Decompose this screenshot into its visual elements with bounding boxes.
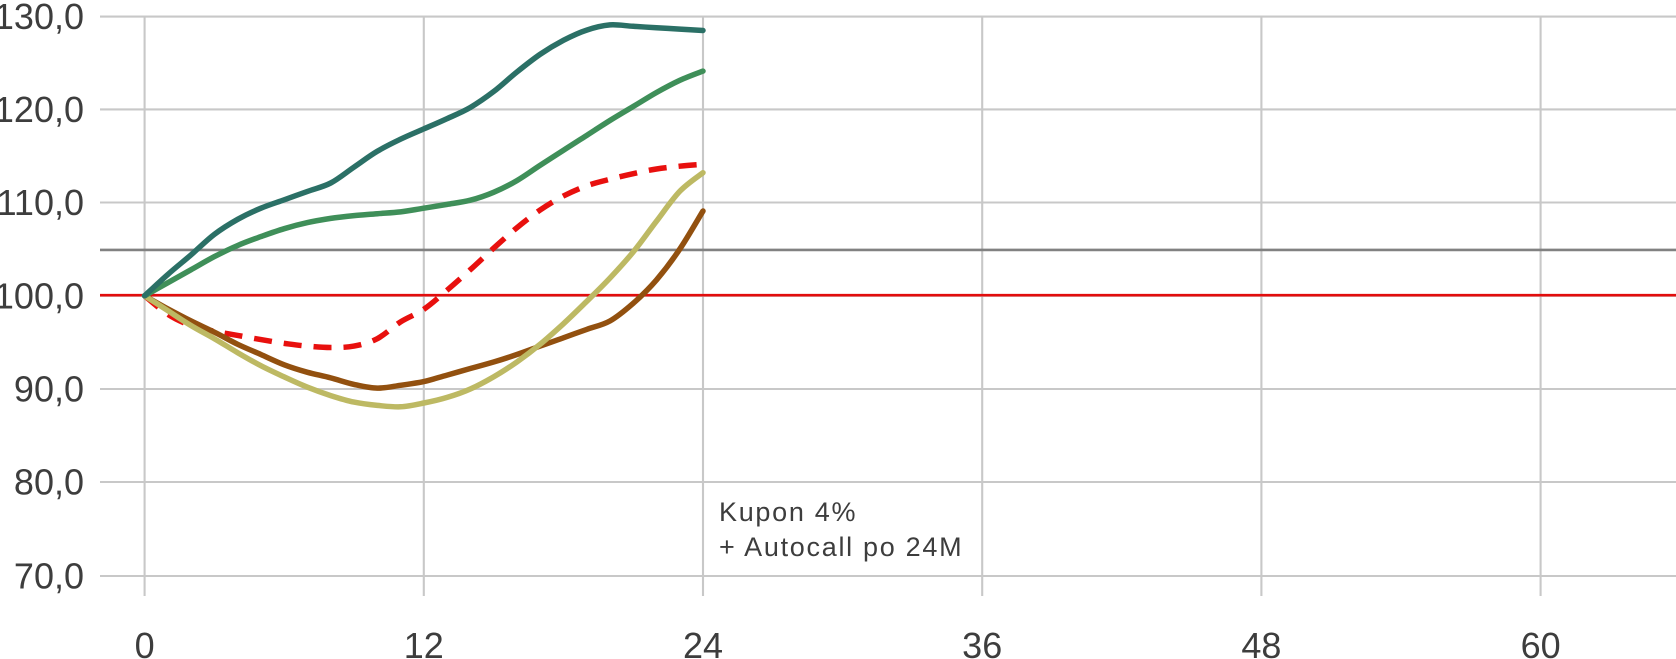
svg-text:24: 24: [683, 625, 723, 659]
svg-text:110,0: 110,0: [0, 182, 84, 223]
svg-text:130,0: 130,0: [0, 0, 84, 37]
svg-text:48: 48: [1241, 625, 1281, 659]
svg-text:80,0: 80,0: [14, 462, 84, 503]
svg-text:90,0: 90,0: [14, 369, 84, 410]
svg-text:100,0: 100,0: [0, 275, 84, 316]
svg-text:120,0: 120,0: [0, 89, 84, 130]
svg-text:0: 0: [135, 625, 155, 659]
svg-text:+ Autocall po 24M: + Autocall po 24M: [719, 532, 963, 562]
svg-text:36: 36: [962, 625, 1002, 659]
svg-text:70,0: 70,0: [14, 556, 84, 597]
svg-text:60: 60: [1521, 625, 1561, 659]
svg-text:Kupon 4%: Kupon 4%: [719, 497, 857, 527]
svg-text:12: 12: [404, 625, 444, 659]
